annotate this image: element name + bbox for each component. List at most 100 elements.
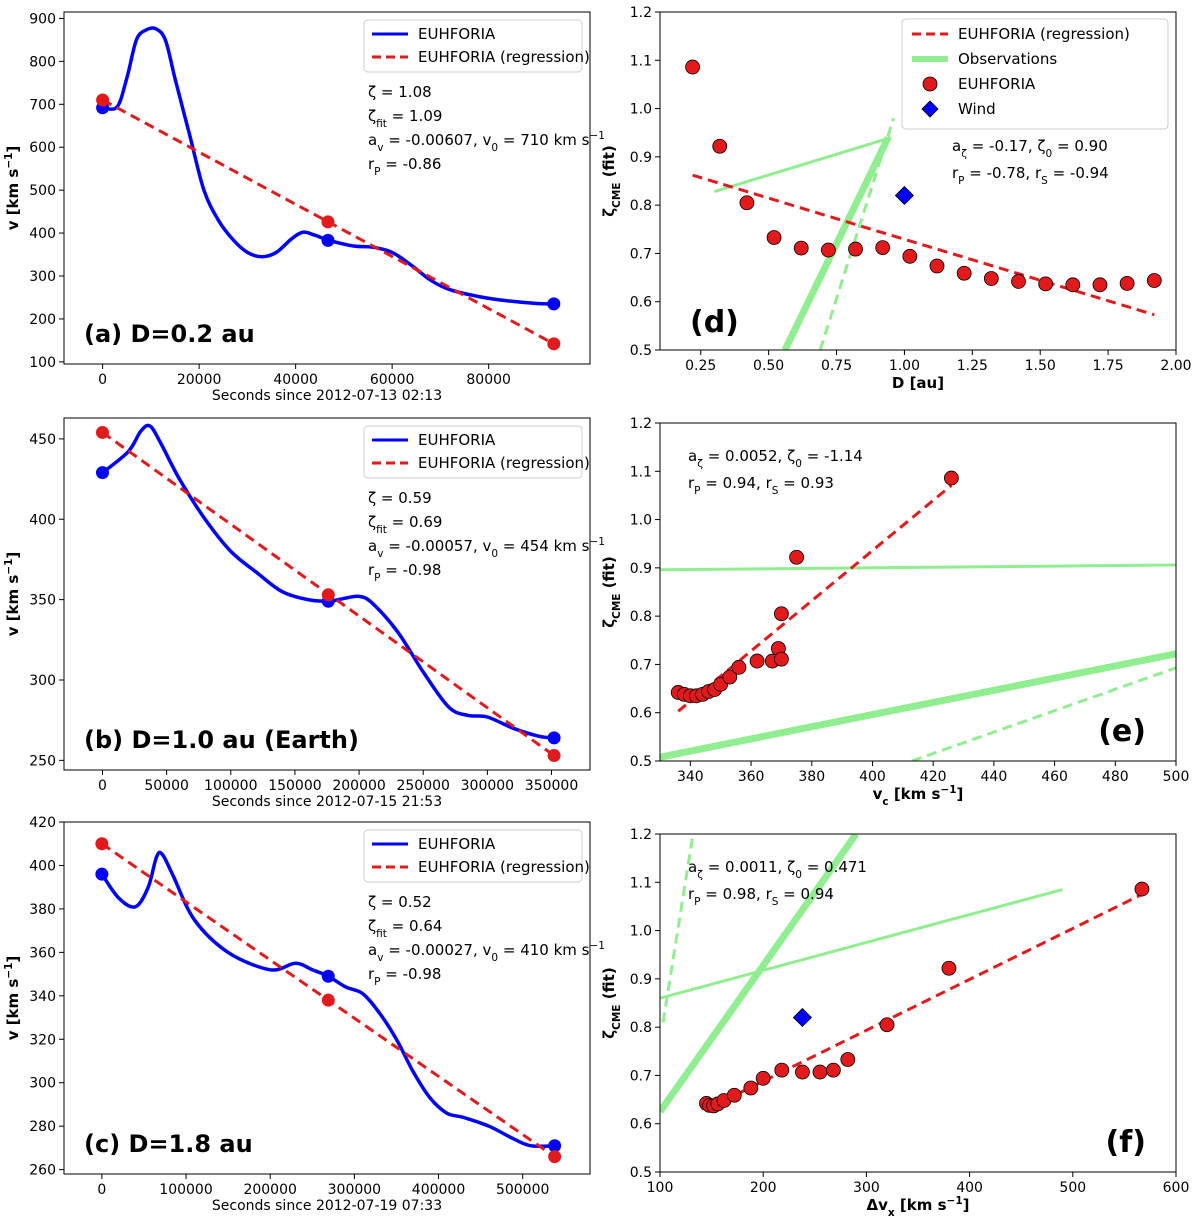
y-tick-label: 0.9: [630, 150, 652, 166]
panel-b: 0 50000 100000 150000 200000 250000 300000 3500…: [3, 417, 605, 810]
x-tick-label: 380: [798, 769, 825, 785]
y-tick-label: 300: [29, 673, 56, 689]
y-axis-label: v [km s−1]: [3, 552, 22, 637]
legend: EUHFORIA EUHFORIA (regression): [363, 425, 590, 479]
y-tick-label: 900: [29, 11, 56, 27]
legend-box: [363, 425, 583, 479]
euhforia-point: [774, 1062, 790, 1078]
x-axis-label: D [au]: [892, 374, 944, 392]
regression-point: [95, 425, 109, 439]
panel-d: 0.25 0.50 0.75 1.00 1.25 1.50 1.75 2.00 0.5 0.6 0.…: [600, 5, 1192, 392]
euhforia-point: [1038, 276, 1054, 292]
panel-label: (b) D=1.0 au (Earth): [84, 726, 359, 754]
legend-box: [363, 829, 583, 883]
x-tick-label: 400: [956, 1180, 983, 1196]
legend-item-label: EUHFORIA: [958, 75, 1036, 93]
x-axis-label: Seconds since 2012-07-13 02:13: [212, 388, 442, 404]
y-tick-label: 420: [29, 815, 56, 831]
x-tick-label: 500: [1059, 1180, 1086, 1196]
euhforia-point: [548, 1139, 562, 1153]
regression-point: [548, 1150, 562, 1164]
legend-box: [363, 19, 583, 73]
x-tick-label: 0.75: [821, 358, 852, 374]
y-tick-label: 0.7: [630, 657, 652, 673]
x-axis-label: vc [km s−1]: [873, 784, 964, 808]
plot-area: [95, 423, 561, 763]
x-tick-label: 40000: [273, 372, 318, 388]
annotation: aζ = 0.0011, ζ0 = 0.471: [688, 858, 867, 881]
legend-regression-label: EUHFORIA (regression): [418, 48, 590, 66]
y-axis-label: v [km s−1]: [3, 146, 22, 231]
euhforia-point: [789, 549, 804, 565]
regression-point: [96, 93, 110, 107]
euhforia-point: [774, 651, 789, 667]
regression-point: [95, 837, 109, 851]
x-tick-label: 500: [1163, 769, 1190, 785]
y-tick-label: 0.9: [630, 561, 652, 577]
y-tick-label: 1.1: [630, 875, 652, 891]
y-tick-label: 320: [29, 1032, 56, 1048]
euhforia-point: [547, 731, 561, 745]
annotation: ζ = 0.52: [368, 893, 432, 911]
y-tick-label: 1.0: [630, 102, 652, 118]
y-tick-label: 300: [29, 1076, 56, 1092]
y-tick-label: 400: [29, 226, 56, 242]
x-tick-label: 20000: [177, 372, 222, 388]
axes-frame: [659, 422, 1177, 762]
y-tick-label: 1.0: [630, 924, 652, 940]
legend-euhforia-label: EUHFORIA: [418, 25, 496, 43]
y-tick-label: 0.5: [630, 754, 652, 770]
y-tick-label: 1.2: [630, 827, 652, 843]
x-tick-label: 150000: [268, 778, 321, 794]
euhforia-point: [879, 1017, 895, 1033]
y-tick-label: 360: [29, 945, 56, 961]
euhforia-point: [875, 240, 891, 256]
annotation: av = -0.00027, v0 = 410 km s−1: [368, 940, 605, 964]
annotation: aζ = 0.0052, ζ0 = -1.14: [688, 447, 863, 470]
x-tick-label: 100000: [159, 1182, 212, 1198]
regression-point: [321, 215, 335, 229]
y-tick-label: 800: [29, 54, 56, 70]
y-tick-label: 0.8: [630, 609, 652, 625]
y-tick-label: 380: [29, 902, 56, 918]
legend-item-swatch: [921, 100, 939, 118]
y-tick-label: 0.7: [630, 246, 652, 262]
panel-e: 340 360 380 400 420 440 460 480 500 0.5 0.6 0.7 0.8 0…: [600, 416, 1189, 808]
observations-thick-line: [660, 834, 859, 1114]
x-tick-label: 60000: [370, 372, 415, 388]
observations-thin-line: [660, 563, 1176, 572]
regression-point: [321, 993, 335, 1007]
x-tick-label: 480: [1102, 769, 1129, 785]
legend: EUHFORIA (regression) Observations EUHFORI…: [901, 18, 1169, 130]
euhforia-point: [321, 969, 335, 983]
axes-frame: [659, 833, 1177, 1173]
euhforia-point: [755, 1070, 771, 1086]
annotation: rP = -0.86: [368, 155, 441, 178]
x-tick-label: 400: [859, 769, 886, 785]
euhforia-point: [726, 1087, 742, 1103]
x-tick-label: 350000: [525, 778, 578, 794]
x-tick-label: 2.00: [1160, 358, 1191, 374]
x-tick-label: 0: [97, 1182, 106, 1198]
x-tick-label: 0.50: [753, 358, 784, 374]
regression-point: [321, 588, 335, 602]
annotation: av = -0.00607, v0 = 710 km s−1: [368, 130, 605, 154]
legend-euhforia-label: EUHFORIA: [418, 431, 496, 449]
legend: EUHFORIA EUHFORIA (regression): [363, 19, 590, 73]
axes-frame: [63, 821, 591, 1175]
euhforia-point: [1065, 277, 1081, 293]
legend-item-label: Wind: [958, 100, 996, 118]
y-tick-label: 340: [29, 989, 56, 1005]
panel-label: (e): [1098, 714, 1146, 749]
y-tick-label: 0.9: [630, 972, 652, 988]
euhforia-point: [1119, 275, 1135, 291]
x-tick-label: 200000: [243, 1182, 296, 1198]
y-tick-label: 1.0: [630, 513, 652, 529]
regression-line: [677, 484, 953, 713]
panel-c: 0 100000 200000 300000 400000 500000 260 280 300…: [3, 815, 605, 1214]
euhforia-point: [712, 138, 728, 154]
y-axis-label: ζCME (fit): [600, 967, 623, 1038]
x-tick-label: 1.00: [889, 358, 920, 374]
euhforia-point: [743, 1080, 759, 1096]
x-tick-label: 200000: [332, 778, 385, 794]
